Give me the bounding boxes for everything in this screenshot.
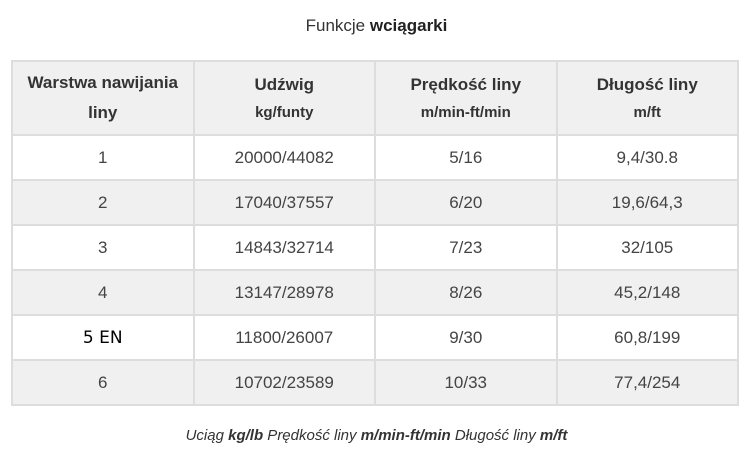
table-cell: 2 [11,179,195,226]
table-cell: 20000/44082 [192,134,376,181]
table-cell: 45,2/148 [555,269,739,316]
header-length: Długość liny m/ft [555,60,739,136]
table-cell: 10/33 [374,359,558,406]
caption-part: Uciąg [185,427,229,444]
table-row: 5 EN 11800/26007 9/30 60,8/199 [11,314,739,361]
table-row: 3 14843/32714 7/23 32/105 [11,224,739,271]
caption-part: m/ft [539,427,568,444]
table-caption: Uciąg kg/lb Prędkość liny m/min-ft/min D… [0,427,753,444]
table-cell: 3 [11,224,195,271]
table-row: 1 20000/44082 5/16 9,4/30.8 [11,134,739,181]
title-bold: wciągarki [369,16,448,35]
page-title: Funkcje wciągarki [0,16,753,36]
table-cell: 6 [11,359,195,406]
table-cell: 60,8/199 [555,314,739,361]
table-cell: 17040/37557 [192,179,376,226]
table-cell: 13147/28978 [192,269,376,316]
table-cell: 6/20 [374,179,558,226]
table-cell: 77,4/254 [555,359,739,406]
header-layer: Warstwa nawijania liny [11,60,195,136]
table-cell: 5/16 [374,134,558,181]
title-normal: Funkcje [305,16,366,35]
table-cell: 1 [11,134,195,181]
caption-part: Długość liny [450,427,540,444]
table-row: 6 10702/23589 10/33 77,4/254 [11,359,739,406]
winch-specs-table: Warstwa nawijania liny Udźwig kg/funty Pr… [11,60,739,406]
table-cell: 9/30 [374,314,558,361]
table-row: 4 13147/28978 8/26 45,2/148 [11,269,739,316]
table-cell: 9,4/30.8 [555,134,739,181]
caption-part: m/min-ft/min [360,427,451,444]
table-cell: 19,6/64,3 [555,179,739,226]
table-cell: 14843/32714 [192,224,376,271]
table-row: 2 17040/37557 6/20 19,6/64,3 [11,179,739,226]
caption-part: Prędkość liny [263,427,361,444]
table-cell: 10702/23589 [192,359,376,406]
table-cell: 32/105 [555,224,739,271]
table-cell: 11800/26007 [192,314,376,361]
table-header-row: Warstwa nawijania liny Udźwig kg/funty Pr… [11,60,739,136]
table-cell: 7/23 [374,224,558,271]
header-capacity: Udźwig kg/funty [192,60,376,136]
header-speed: Prędkość liny m/min-ft/min [374,60,558,136]
caption-part: kg/lb [228,427,264,444]
table-cell: 5 EN [11,314,195,361]
table-cell: 4 [11,269,195,316]
table-cell: 8/26 [374,269,558,316]
